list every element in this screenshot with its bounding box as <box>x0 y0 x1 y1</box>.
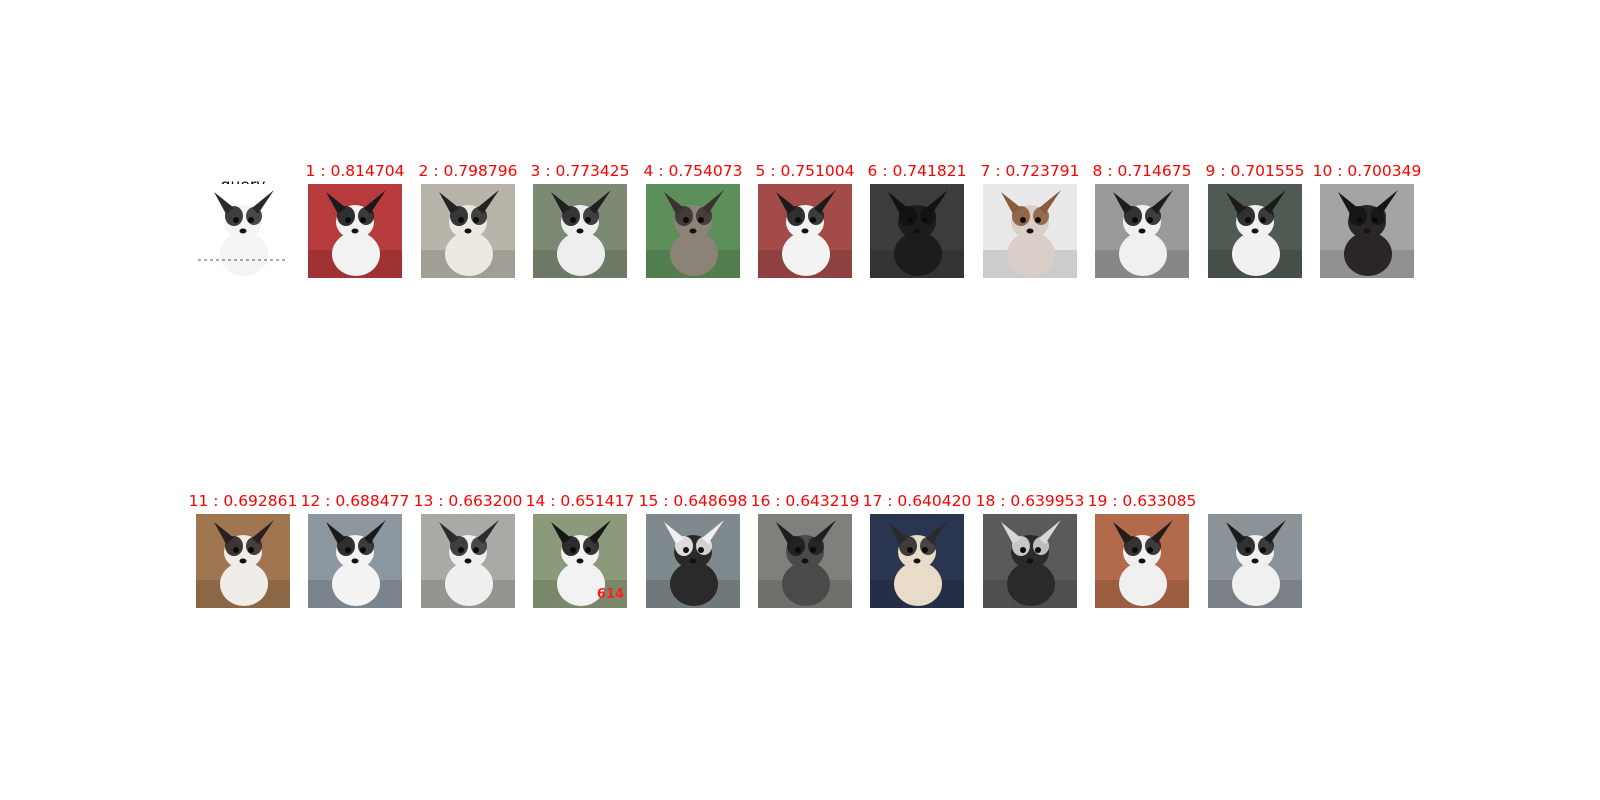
result-score-label: 12 : 0.688477 <box>300 492 410 510</box>
result-image <box>758 184 852 278</box>
result-image <box>758 514 852 608</box>
result-score-label: 7 : 0.723791 <box>980 162 1080 180</box>
result-score-label: 10 : 0.700349 <box>1312 162 1422 180</box>
result-score-label: 15 : 0.648698 <box>638 492 748 510</box>
result-image <box>1095 184 1189 278</box>
result-score-label: 1 : 0.814704 <box>305 162 405 180</box>
result-image <box>870 514 964 608</box>
result-image <box>533 184 627 278</box>
result-image <box>646 514 740 608</box>
result-image <box>870 184 964 278</box>
result-image <box>983 184 1077 278</box>
result-image <box>308 184 402 278</box>
result-score-label: 16 : 0.643219 <box>750 492 860 510</box>
result-image <box>1208 514 1302 608</box>
result-score-label: 13 : 0.663200 <box>413 492 523 510</box>
result-image <box>646 184 740 278</box>
result-image <box>983 514 1077 608</box>
result-score-label: 18 : 0.639953 <box>975 492 1085 510</box>
image-overlay-number: 614 <box>596 587 624 602</box>
result-image <box>196 514 290 608</box>
result-score-label: 2 : 0.798796 <box>418 162 518 180</box>
result-score-label: 11 : 0.692861 <box>188 492 298 510</box>
result-image <box>421 514 515 608</box>
result-score-label: 17 : 0.640420 <box>862 492 972 510</box>
result-score-label: 9 : 0.701555 <box>1205 162 1305 180</box>
result-image <box>1208 184 1302 278</box>
result-score-label: 8 : 0.714675 <box>1092 162 1192 180</box>
result-score-label: 4 : 0.754073 <box>643 162 743 180</box>
result-score-label: 6 : 0.741821 <box>867 162 967 180</box>
result-image <box>1095 514 1189 608</box>
result-image <box>1320 184 1414 278</box>
result-image <box>421 184 515 278</box>
result-image <box>308 514 402 608</box>
result-score-label: 5 : 0.751004 <box>755 162 855 180</box>
result-score-label: 14 : 0.651417 <box>525 492 635 510</box>
result-score-label: 3 : 0.773425 <box>530 162 630 180</box>
query-image <box>196 184 290 278</box>
result-image: 614 <box>533 514 627 608</box>
result-score-label: 19 : 0.633085 <box>1087 492 1197 510</box>
